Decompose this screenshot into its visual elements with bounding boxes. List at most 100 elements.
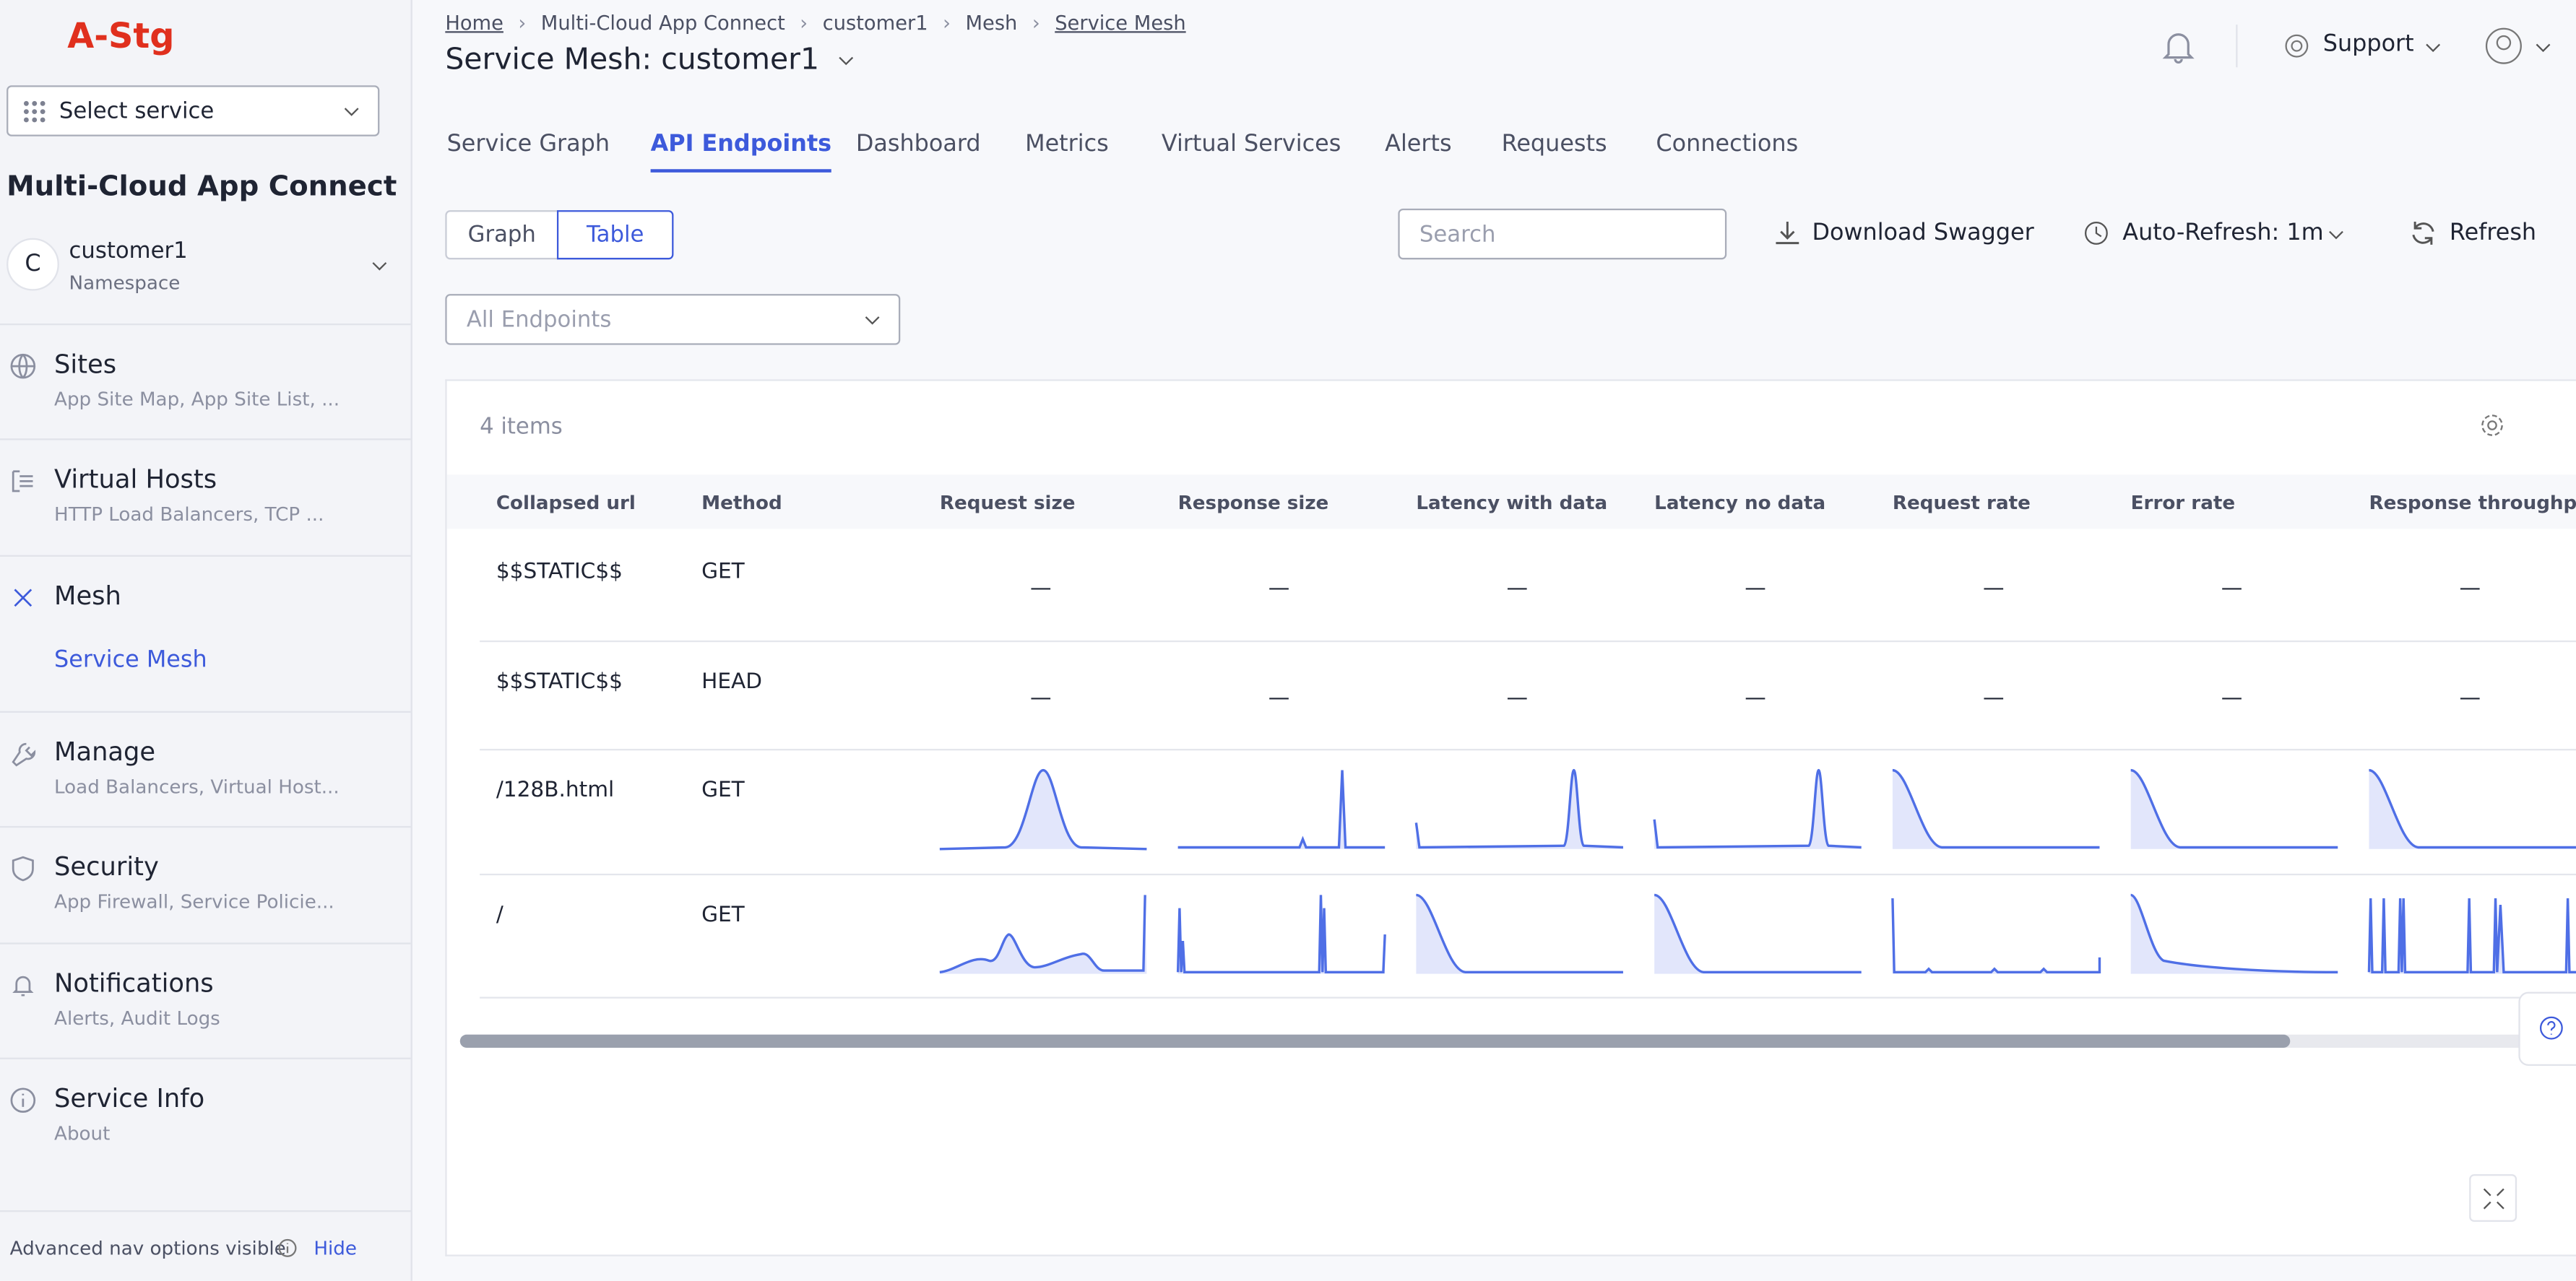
column-header[interactable]: Latency no data: [1654, 491, 1825, 514]
endpoint-filter[interactable]: All Endpoints: [445, 294, 900, 345]
help-icon: [2538, 1015, 2564, 1041]
tab[interactable]: Requests: [1502, 131, 1607, 157]
service-select-label: Select service: [59, 97, 214, 123]
nav-subtitle: Load Balancers, Virtual Host...: [54, 775, 340, 798]
icon-shape: [14, 977, 31, 995]
column-header[interactable]: Error rate: [2131, 491, 2235, 514]
bell-icon[interactable]: [2161, 28, 2197, 64]
breadcrumb[interactable]: Service Mesh: [1055, 12, 1185, 35]
tab[interactable]: Alerts: [1385, 131, 1451, 157]
expand-button[interactable]: [2469, 1174, 2517, 1222]
url-cell[interactable]: /: [496, 903, 503, 928]
divider: [2236, 25, 2237, 67]
column-header[interactable]: Method: [701, 491, 782, 514]
empty-metric: —: [1983, 687, 2005, 711]
nav-section: Service InfoAbout: [0, 1058, 411, 1176]
empty-metric: —: [2221, 576, 2243, 601]
sparkline: [2369, 767, 2576, 851]
url-cell[interactable]: /128B.html: [496, 778, 614, 803]
nav-title[interactable]: Sites: [54, 349, 116, 379]
sparkline: [1416, 767, 1623, 851]
sparkline: [1893, 767, 2100, 851]
row-divider: [480, 749, 2576, 750]
user-icon[interactable]: [2484, 26, 2524, 66]
chevron: [2425, 43, 2442, 53]
search-input[interactable]: Search: [1398, 209, 1726, 260]
column-header[interactable]: Response throughput: [2369, 491, 2576, 514]
sparkline: [1416, 892, 1623, 976]
nav-icon: [10, 856, 36, 882]
nav-title[interactable]: Mesh: [54, 581, 121, 611]
url-cell[interactable]: $$STATIC$$: [496, 560, 623, 585]
app-title: Multi-Cloud App Connect: [7, 171, 397, 204]
support-menu[interactable]: Support: [2323, 31, 2414, 57]
sparkline-area: [1416, 770, 1623, 849]
column-header[interactable]: Request size: [940, 491, 1076, 514]
breadcrumb[interactable]: Home: [445, 12, 503, 35]
sparkline: [1178, 767, 1386, 851]
column-header[interactable]: Request rate: [1893, 491, 2031, 514]
empty-metric: —: [1506, 687, 1528, 711]
column-header[interactable]: Response size: [1178, 491, 1329, 514]
service-select[interactable]: Select service: [7, 85, 379, 136]
nav-title[interactable]: Security: [54, 852, 159, 882]
table-toggle[interactable]: Table: [557, 210, 673, 259]
help-tab[interactable]: [2518, 992, 2576, 1066]
chevron: [864, 315, 881, 325]
sparkline-line: [2131, 895, 2338, 972]
empty-metric: —: [1268, 687, 1290, 711]
chevron: [2535, 43, 2551, 53]
hide-link[interactable]: Hide: [314, 1236, 357, 1259]
sparkline-area: [2131, 770, 2338, 849]
scroll-thumb[interactable]: [460, 1035, 2290, 1048]
download-swagger[interactable]: Download Swagger: [1812, 220, 2033, 246]
tab[interactable]: API Endpoints: [651, 131, 832, 157]
nav-section: Manage Load Balancers, Virtual Host...: [0, 711, 411, 828]
empty-metric: —: [1030, 576, 1052, 601]
tab[interactable]: Virtual Services: [1162, 131, 1341, 157]
column-header[interactable]: Collapsed url: [496, 491, 636, 514]
url-cell[interactable]: $$STATIC$$: [496, 670, 623, 695]
sparkline-area: [2369, 770, 2576, 849]
nav-subtitle: HTTP Load Balancers, TCP ...: [54, 503, 324, 526]
refresh-button[interactable]: Refresh: [2450, 220, 2536, 246]
nav-section: SitesApp Site Map, App Site List, ...: [0, 323, 411, 440]
namespace-name[interactable]: customer1: [69, 238, 188, 264]
breadcrumb: Multi-Cloud App Connect: [541, 12, 785, 35]
sparkline: [1893, 892, 2100, 976]
icon-shape: [12, 355, 35, 378]
sparkline-line: [940, 895, 1145, 972]
graph-toggle[interactable]: Graph: [445, 210, 558, 259]
sparkline-area: [1654, 770, 1862, 849]
namespace-label: Namespace: [69, 271, 181, 294]
nav-title[interactable]: Notifications: [54, 969, 214, 999]
column-header[interactable]: Latency with data: [1416, 491, 1607, 514]
support-icon: [2283, 32, 2309, 58]
nav-subtitle: Alerts, Audit Logs: [54, 1007, 220, 1030]
icon-shape: [14, 589, 31, 606]
download-icon: [1774, 220, 1800, 246]
logo[interactable]: A-Stg: [67, 17, 174, 56]
refresh-icon: [2410, 220, 2436, 246]
nav-icon: [10, 468, 36, 494]
sparkline-area: [1654, 895, 1862, 973]
tab[interactable]: Connections: [1656, 131, 1798, 157]
tab[interactable]: Service Graph: [447, 131, 610, 157]
icon-shape: [13, 857, 33, 880]
tab[interactable]: Metrics: [1025, 131, 1109, 157]
nav-icon: [10, 1087, 36, 1113]
icon-shape: [13, 744, 35, 765]
sparkline-line: [1654, 770, 1862, 848]
settings-icon[interactable]: [2479, 412, 2505, 438]
chevron: [343, 106, 360, 116]
nav-title[interactable]: Service Info: [54, 1084, 204, 1113]
nav-child[interactable]: Service Mesh: [54, 647, 207, 673]
nav-title[interactable]: Virtual Hosts: [54, 465, 217, 495]
tab[interactable]: Dashboard: [856, 131, 981, 157]
breadcrumb-separator: ›: [943, 12, 951, 35]
breadcrumb: Mesh: [966, 12, 1018, 35]
auto-refresh[interactable]: Auto-Refresh: 1m: [2122, 220, 2323, 246]
empty-metric: —: [2460, 687, 2481, 711]
namespace-avatar: C: [7, 238, 59, 291]
nav-title[interactable]: Manage: [54, 737, 155, 767]
